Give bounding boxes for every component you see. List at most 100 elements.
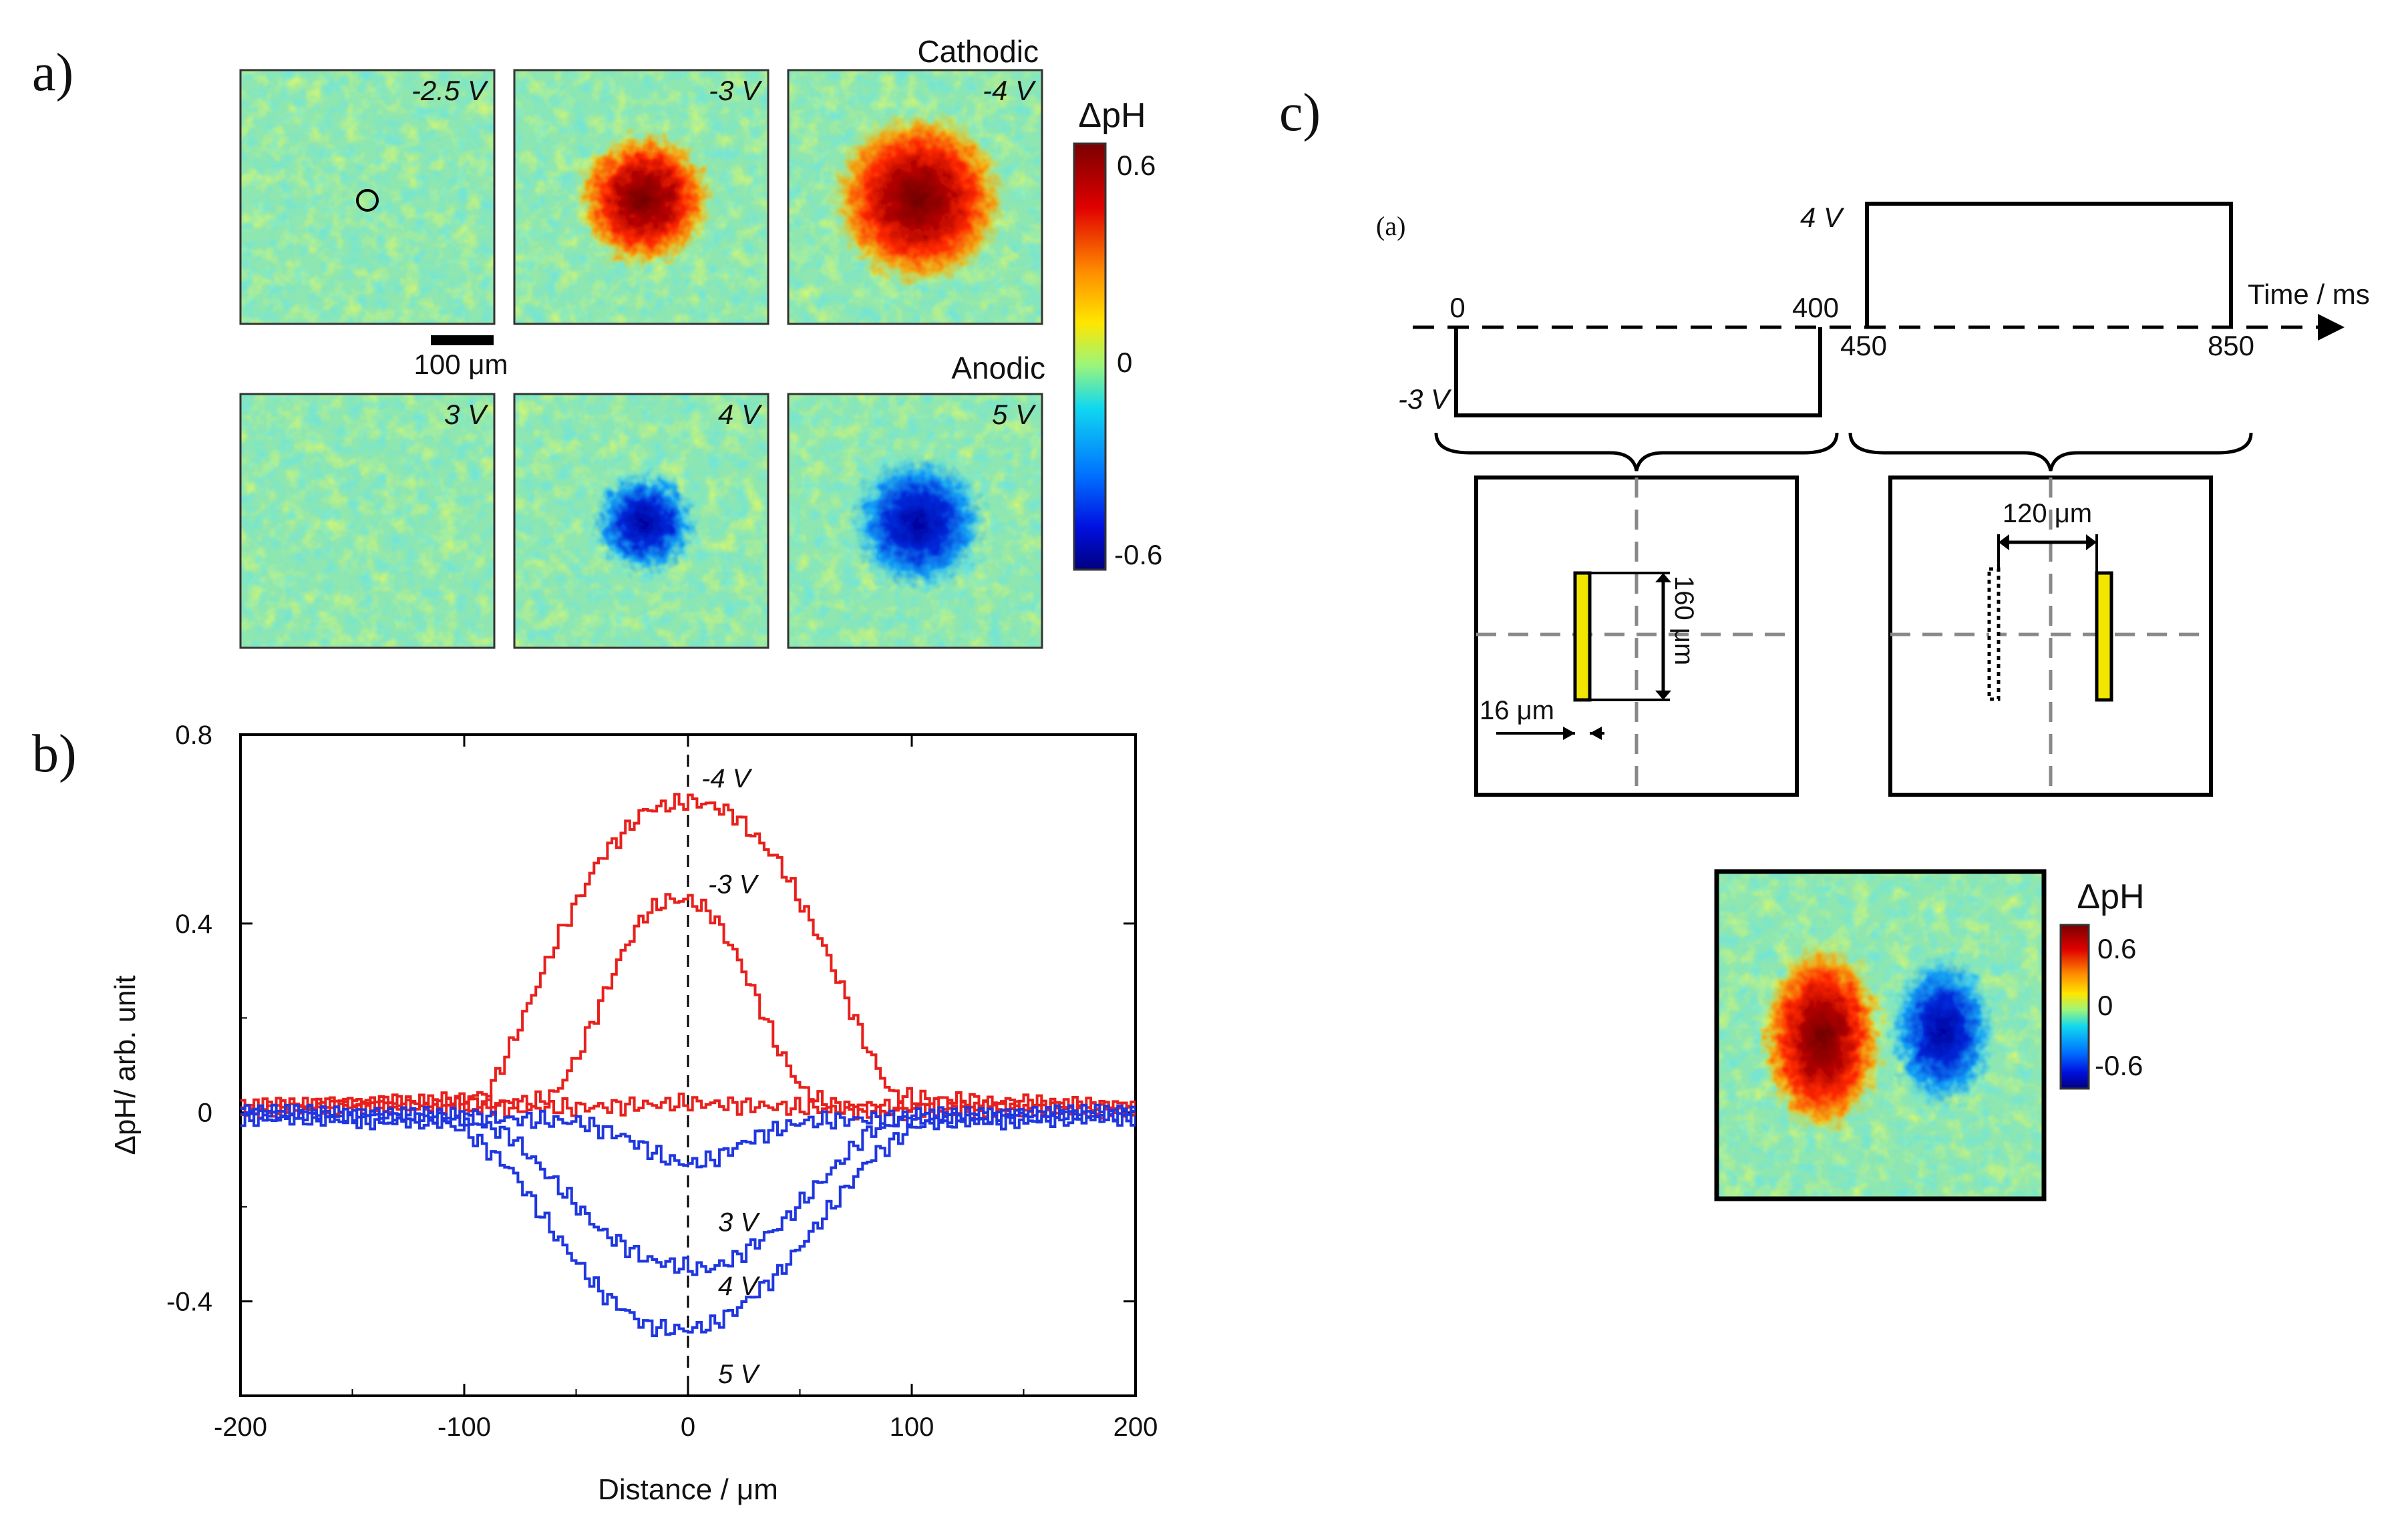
ph-map: 4 V — [513, 393, 769, 649]
ph-map-frame — [239, 69, 496, 325]
ph-map: 5 V — [787, 393, 1043, 649]
time-tick-850: 850 — [2208, 330, 2254, 361]
separation-label: 120 μm — [2003, 499, 2092, 528]
ph-map-voltage-label: -2.5 V — [411, 75, 489, 106]
anodic-spot — [590, 468, 699, 578]
series-label: 4 V — [718, 1272, 760, 1301]
panel-c-letter: c) — [1279, 83, 1321, 142]
series-label: 5 V — [718, 1360, 760, 1389]
brace-left — [1434, 432, 1839, 471]
ph-map-frame — [787, 393, 1043, 649]
chart-ticks: -200 -100 0 100 200 0.8 0.4 0 -0.4 — [166, 721, 1158, 1442]
brace-right — [1848, 432, 2253, 471]
time-tick-450: 450 — [1840, 330, 1887, 361]
x-tick-label: -200 — [214, 1412, 267, 1442]
height-arrow-top — [1655, 573, 1671, 582]
series-line-4V — [240, 1103, 1136, 1276]
result-colorbar-tick-zero: 0 — [2097, 990, 2113, 1021]
result-cathodic-spot — [1761, 942, 1884, 1135]
width-arrow-right — [1590, 727, 1602, 740]
colorbar — [1073, 142, 1107, 571]
colorbar-tick-zero: 0 — [1117, 347, 1132, 378]
time-tick-0: 0 — [1449, 292, 1465, 323]
ph-map-noise-2 — [240, 394, 494, 648]
result-colorbar — [2059, 924, 2090, 1090]
panel-c-sublabel: (a) — [1376, 211, 1405, 241]
ph-map-voltage-label: -3 V — [709, 75, 763, 106]
x-tick-label: 100 — [890, 1412, 934, 1442]
ph-map-frame — [513, 393, 769, 649]
result-map: ΔpH 0.6 0 -0.6 — [1714, 869, 2145, 1201]
time-axis-label: Time / ms — [2248, 278, 2370, 310]
chart-series-labels: -4 V -3 V 3 V 4 V 5 V — [701, 764, 760, 1389]
y-axis-label: ΔpH/ arb. unit — [109, 975, 142, 1155]
colorbar-title: ΔpH — [1078, 96, 1146, 135]
result-colorbar-title: ΔpH — [2077, 878, 2144, 916]
electrode-left — [1573, 571, 1592, 702]
x-tick-label: 200 — [1113, 1412, 1158, 1442]
panel-b-letter: b) — [32, 725, 77, 783]
ph-map-voltage-label: 5 V — [992, 399, 1037, 430]
sep-arrow-right — [2086, 534, 2097, 550]
x-axis-label: Distance / μm — [598, 1473, 778, 1506]
height-arrow-bottom — [1655, 691, 1671, 700]
time-axis-arrow — [2318, 314, 2345, 341]
timing-diagram: Time / ms 4 V -3 V 0 400 450 850 — [1398, 202, 2370, 471]
width-arrow-left — [1563, 727, 1575, 740]
cathodic-spot — [576, 130, 713, 268]
ph-map-grid: -2.5 V -3 V -4 V 3 V 4 V 5 V — [239, 69, 1043, 649]
sep-arrow-left — [1999, 534, 2009, 550]
ph-map: -2.5 V — [239, 69, 496, 325]
y-tick-label: -0.4 — [166, 1288, 212, 1317]
time-tick-400: 400 — [1792, 292, 1839, 323]
colorbar-tick-low: -0.6 — [1114, 539, 1162, 570]
height-label: 160 μm — [1669, 576, 1699, 665]
pulse-positive — [1865, 202, 2233, 327]
series-label: -4 V — [701, 764, 753, 793]
ph-map-noise-2 — [240, 70, 494, 324]
ph-map-voltage-label: 3 V — [444, 399, 489, 430]
line-chart: -200 -100 0 100 200 0.8 0.4 0 -0.4 -4 V -3 V 3 V 4 … — [109, 721, 1158, 1506]
result-colorbar-tick-high: 0.6 — [2097, 933, 2136, 964]
y-tick-label: 0 — [198, 1099, 212, 1128]
ph-map-frame — [513, 69, 769, 325]
electrode-config-left: 160 μm 16 μm — [1474, 475, 1799, 797]
colorbar-tick-high: 0.6 — [1117, 150, 1156, 181]
series-label: 3 V — [718, 1208, 760, 1237]
series-line-5V — [240, 1109, 1136, 1338]
scale-bar — [431, 335, 494, 345]
ph-map: 3 V — [239, 393, 496, 649]
anodic-spot — [848, 452, 989, 594]
electrode-right — [2095, 571, 2113, 702]
x-tick-label: 0 — [681, 1412, 695, 1442]
series-line--4V — [240, 793, 1136, 1117]
series-line--3V — [240, 893, 1136, 1118]
level-low-label: -3 V — [1398, 383, 1452, 415]
pulse-negative — [1454, 327, 1822, 417]
result-anodic-spot — [1889, 952, 1996, 1112]
ph-map-voltage-label: -4 V — [983, 75, 1037, 106]
anodic-label: Anodic — [951, 351, 1045, 385]
series-label: -3 V — [708, 870, 759, 900]
ph-map: -3 V — [513, 69, 769, 325]
x-tick-label: -100 — [438, 1412, 491, 1442]
ph-map-frame — [239, 393, 496, 649]
result-colorbar-tick-low: -0.6 — [2095, 1050, 2143, 1081]
ph-map-voltage-label: 4 V — [718, 399, 763, 430]
panel-a-letter: a) — [32, 43, 73, 102]
ph-map: -4 V — [787, 69, 1043, 325]
y-tick-label: 0.4 — [175, 910, 212, 939]
scale-bar-label: 100 μm — [414, 349, 508, 380]
electrode-marker — [356, 189, 379, 212]
ph-map-frame — [787, 69, 1043, 325]
electrode-previous-position — [1987, 567, 2001, 701]
chart-series — [240, 793, 1136, 1338]
cathodic-spot — [831, 112, 1006, 287]
cathodic-label: Cathodic — [917, 34, 1039, 69]
y-tick-label: 0.8 — [175, 721, 212, 750]
width-label: 16 μm — [1480, 696, 1554, 725]
result-map-frame — [1714, 869, 2047, 1201]
level-high-label: 4 V — [1800, 202, 1845, 233]
